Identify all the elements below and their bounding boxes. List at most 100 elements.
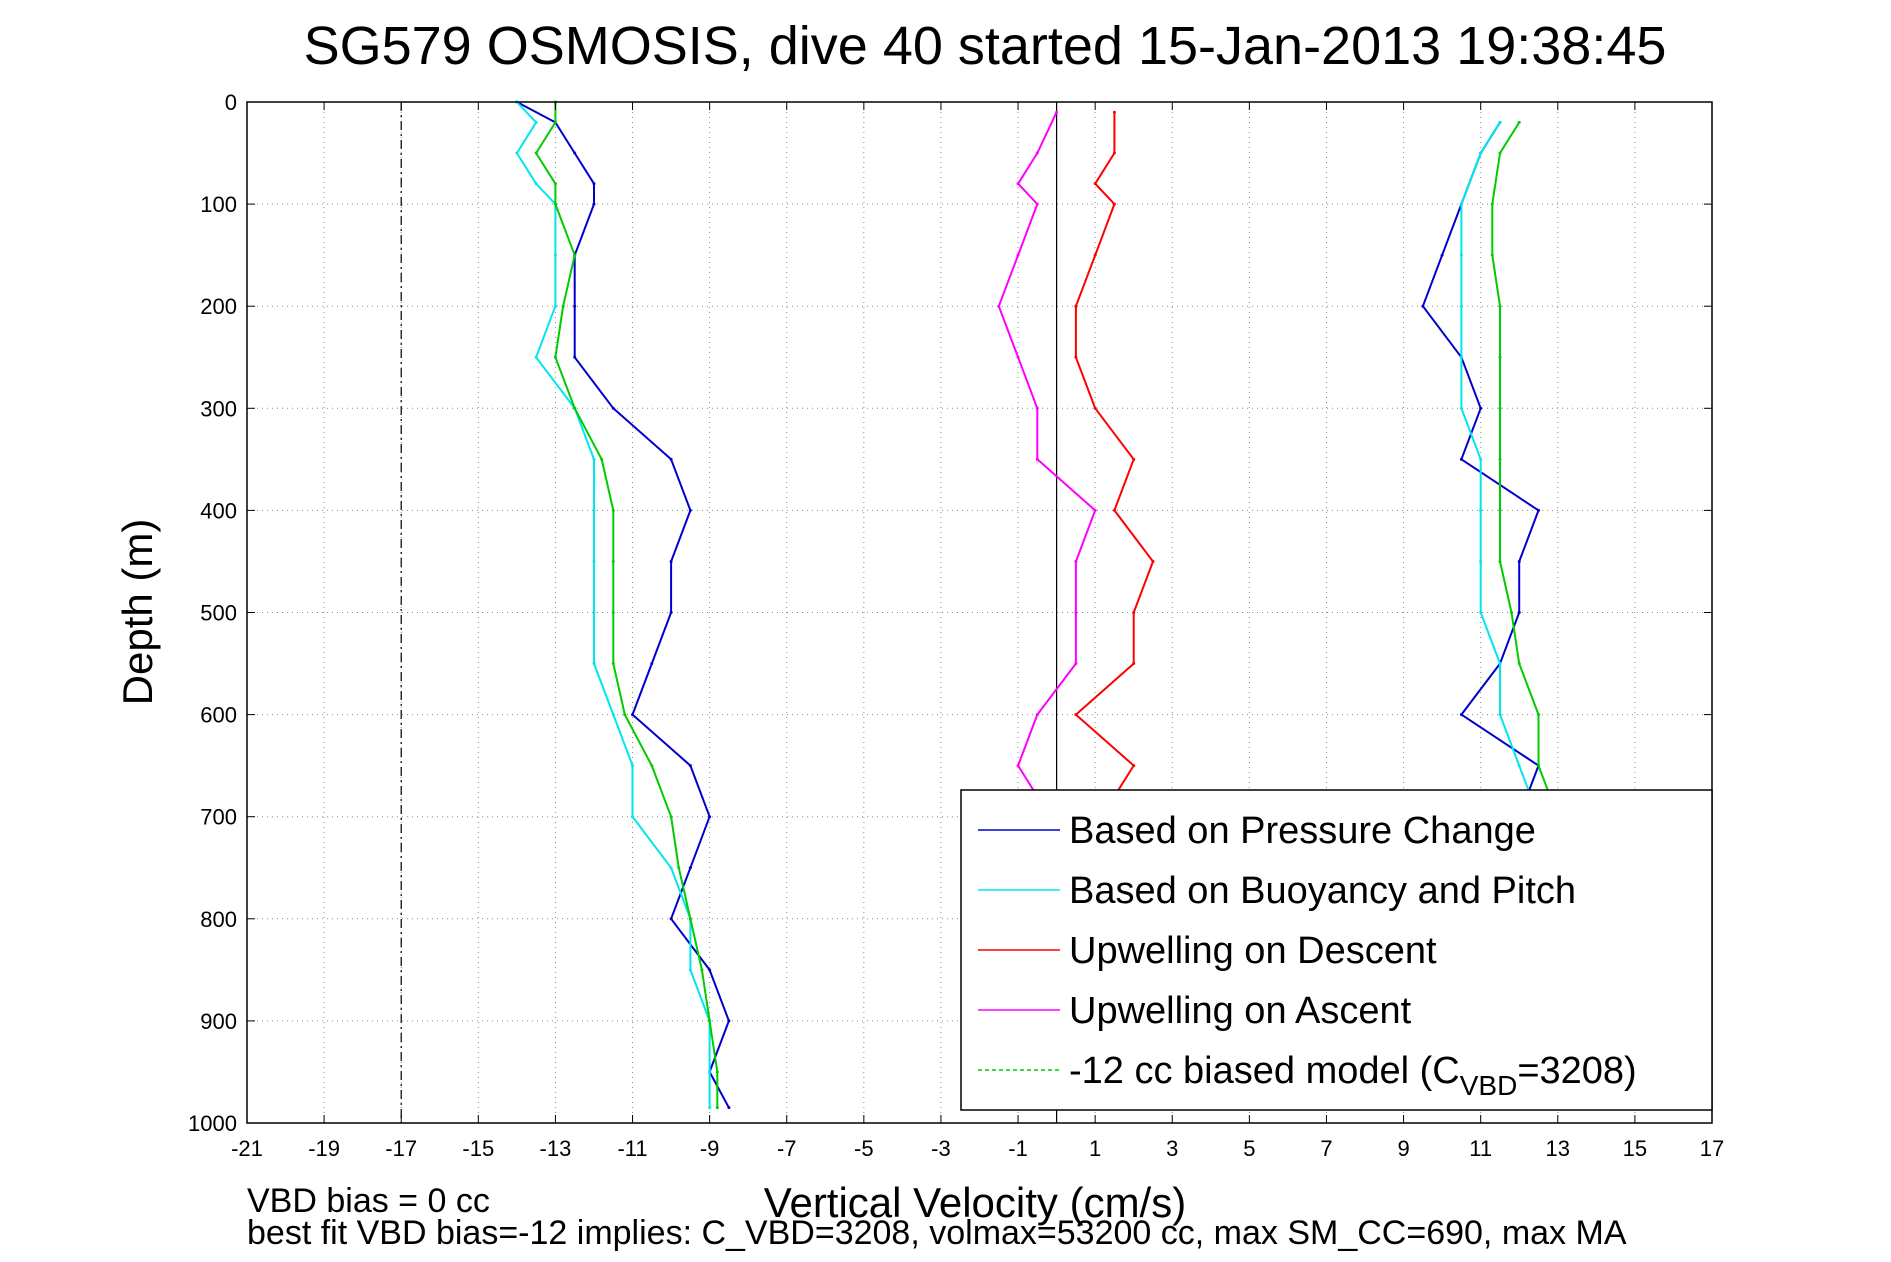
series-line-pressure_descent xyxy=(516,101,730,1109)
y-tick-labels: 0 100 200 300 400 500 600 700 800 900 1000 xyxy=(188,90,1712,1136)
data-point-buoyancy_ascent xyxy=(1459,253,1463,257)
data-point-upwelling_descent xyxy=(1112,202,1116,206)
data-point-model_descent xyxy=(708,1019,712,1023)
data-point-model_descent xyxy=(600,457,604,461)
chart-title: SG579 OSMOSIS, dive 40 started 15-Jan-20… xyxy=(304,16,1667,76)
data-point-model_ascent xyxy=(1517,662,1521,666)
x-tick-label: 5 xyxy=(1243,1136,1255,1161)
x-tick-label: -7 xyxy=(777,1136,797,1161)
y-tick-label: 200 xyxy=(200,294,237,319)
data-point-upwelling_descent xyxy=(1074,304,1078,308)
data-point-upwelling_descent xyxy=(1112,151,1116,155)
data-point-model_ascent xyxy=(1498,406,1502,410)
legend-label-main: -12 cc biased model (C xyxy=(1069,1050,1460,1092)
data-point-buoyancy_ascent xyxy=(1517,764,1521,768)
data-point-buoyancy_ascent xyxy=(1479,611,1483,614)
data-point-pressure_descent xyxy=(688,508,692,512)
data-point-pressure_descent xyxy=(708,968,712,972)
data-point-upwelling_ascent xyxy=(1035,457,1039,461)
data-point-upwelling_ascent xyxy=(1016,253,1020,257)
data-point-pressure_descent xyxy=(669,559,673,563)
data-point-buoyancy_ascent xyxy=(1498,713,1502,717)
data-point-pressure_descent xyxy=(631,713,635,717)
legend-box xyxy=(960,789,1713,1111)
data-point-model_descent xyxy=(611,559,615,563)
legend-label: Based on Pressure Change xyxy=(1069,810,1536,852)
data-point-upwelling_descent xyxy=(1093,253,1097,257)
y-tick-label: 800 xyxy=(200,907,237,932)
note-vbd-bias: VBD bias = 0 cc xyxy=(247,1182,490,1220)
data-point-model_descent xyxy=(688,917,692,921)
data-point-upwelling_ascent xyxy=(1016,182,1020,186)
data-point-pressure_ascent xyxy=(1517,559,1521,563)
x-tick-label: -19 xyxy=(308,1136,340,1161)
data-point-pressure_descent xyxy=(708,815,712,819)
data-point-model_descent xyxy=(611,508,615,512)
data-point-upwelling_ascent xyxy=(1055,110,1059,114)
data-point-pressure_ascent xyxy=(1421,304,1425,308)
data-point-model_descent xyxy=(553,202,557,206)
y-tick-label: 500 xyxy=(200,601,237,626)
data-point-buoyancy_descent xyxy=(631,815,635,819)
data-point-model_descent xyxy=(669,815,673,819)
data-point-upwelling_ascent xyxy=(1035,151,1039,155)
x-tick-label: -3 xyxy=(931,1136,951,1161)
data-point-model_descent xyxy=(553,120,557,124)
data-point-upwelling_descent xyxy=(1074,713,1078,717)
data-point-upwelling_descent xyxy=(1093,182,1097,186)
data-point-upwelling_descent xyxy=(1132,457,1136,461)
data-point-buoyancy_descent xyxy=(708,1070,712,1074)
data-point-pressure_descent xyxy=(688,764,692,768)
data-point-upwelling_ascent xyxy=(1016,764,1020,768)
data-point-pressure_ascent xyxy=(1479,406,1483,410)
data-point-pressure_descent xyxy=(573,355,577,359)
data-point-model_ascent xyxy=(1498,559,1502,563)
data-point-model_descent xyxy=(553,182,557,186)
legend-label-subscript: VBD xyxy=(1460,1070,1518,1101)
data-point-model_ascent xyxy=(1537,764,1541,768)
data-point-pressure_ascent xyxy=(1517,611,1521,614)
x-tick-label: 15 xyxy=(1623,1136,1647,1161)
data-point-model_descent xyxy=(700,968,704,972)
data-point-buoyancy_descent xyxy=(534,182,538,186)
y-tick-label: 400 xyxy=(200,498,237,523)
data-point-model_ascent xyxy=(1510,611,1514,614)
data-point-model_ascent xyxy=(1517,120,1521,124)
y-tick-label: 700 xyxy=(200,805,237,830)
data-point-upwelling_descent xyxy=(1074,355,1078,359)
data-point-model_descent xyxy=(715,1070,719,1074)
x-tick-label: -21 xyxy=(231,1136,263,1161)
data-point-buoyancy_descent xyxy=(708,1106,712,1110)
data-point-model_ascent xyxy=(1498,508,1502,512)
data-point-buoyancy_ascent xyxy=(1479,457,1483,461)
data-point-pressure_descent xyxy=(611,406,615,410)
x-tick-label: 17 xyxy=(1700,1136,1724,1161)
series-line-upwelling_ascent xyxy=(997,111,1097,797)
x-tick-label: -11 xyxy=(617,1136,647,1161)
y-tick-label: 900 xyxy=(200,1009,237,1034)
data-point-model_ascent xyxy=(1498,304,1502,308)
x-tick-label: -1 xyxy=(1008,1136,1028,1161)
x-tick-label: -15 xyxy=(462,1136,494,1161)
data-point-model_descent xyxy=(573,253,577,257)
legend-label: -12 cc biased model (CVBD=3208) xyxy=(1069,1050,1637,1101)
data-point-buoyancy_descent xyxy=(592,457,596,461)
data-point-model_descent xyxy=(623,713,627,717)
legend-label-end: =3208) xyxy=(1517,1050,1636,1092)
data-point-buoyancy_ascent xyxy=(1479,151,1483,155)
data-point-buoyancy_descent xyxy=(592,508,596,512)
data-point-model_descent xyxy=(561,304,565,308)
data-point-buoyancy_ascent xyxy=(1498,662,1502,666)
data-point-pressure_descent xyxy=(669,917,673,921)
data-point-upwelling_ascent xyxy=(1074,662,1078,666)
data-point-pressure_ascent xyxy=(1459,457,1463,461)
data-point-buoyancy_descent xyxy=(553,304,557,308)
y-tick-label: 600 xyxy=(200,703,237,728)
y-tick-label: 300 xyxy=(200,396,237,421)
x-tick-label: -17 xyxy=(385,1136,417,1161)
legend-label: Upwelling on Ascent xyxy=(1069,990,1412,1032)
data-point-model_descent xyxy=(611,611,615,614)
data-point-pressure_descent xyxy=(727,1019,731,1023)
data-point-upwelling_descent xyxy=(1132,611,1136,614)
x-tick-label: 13 xyxy=(1546,1136,1570,1161)
